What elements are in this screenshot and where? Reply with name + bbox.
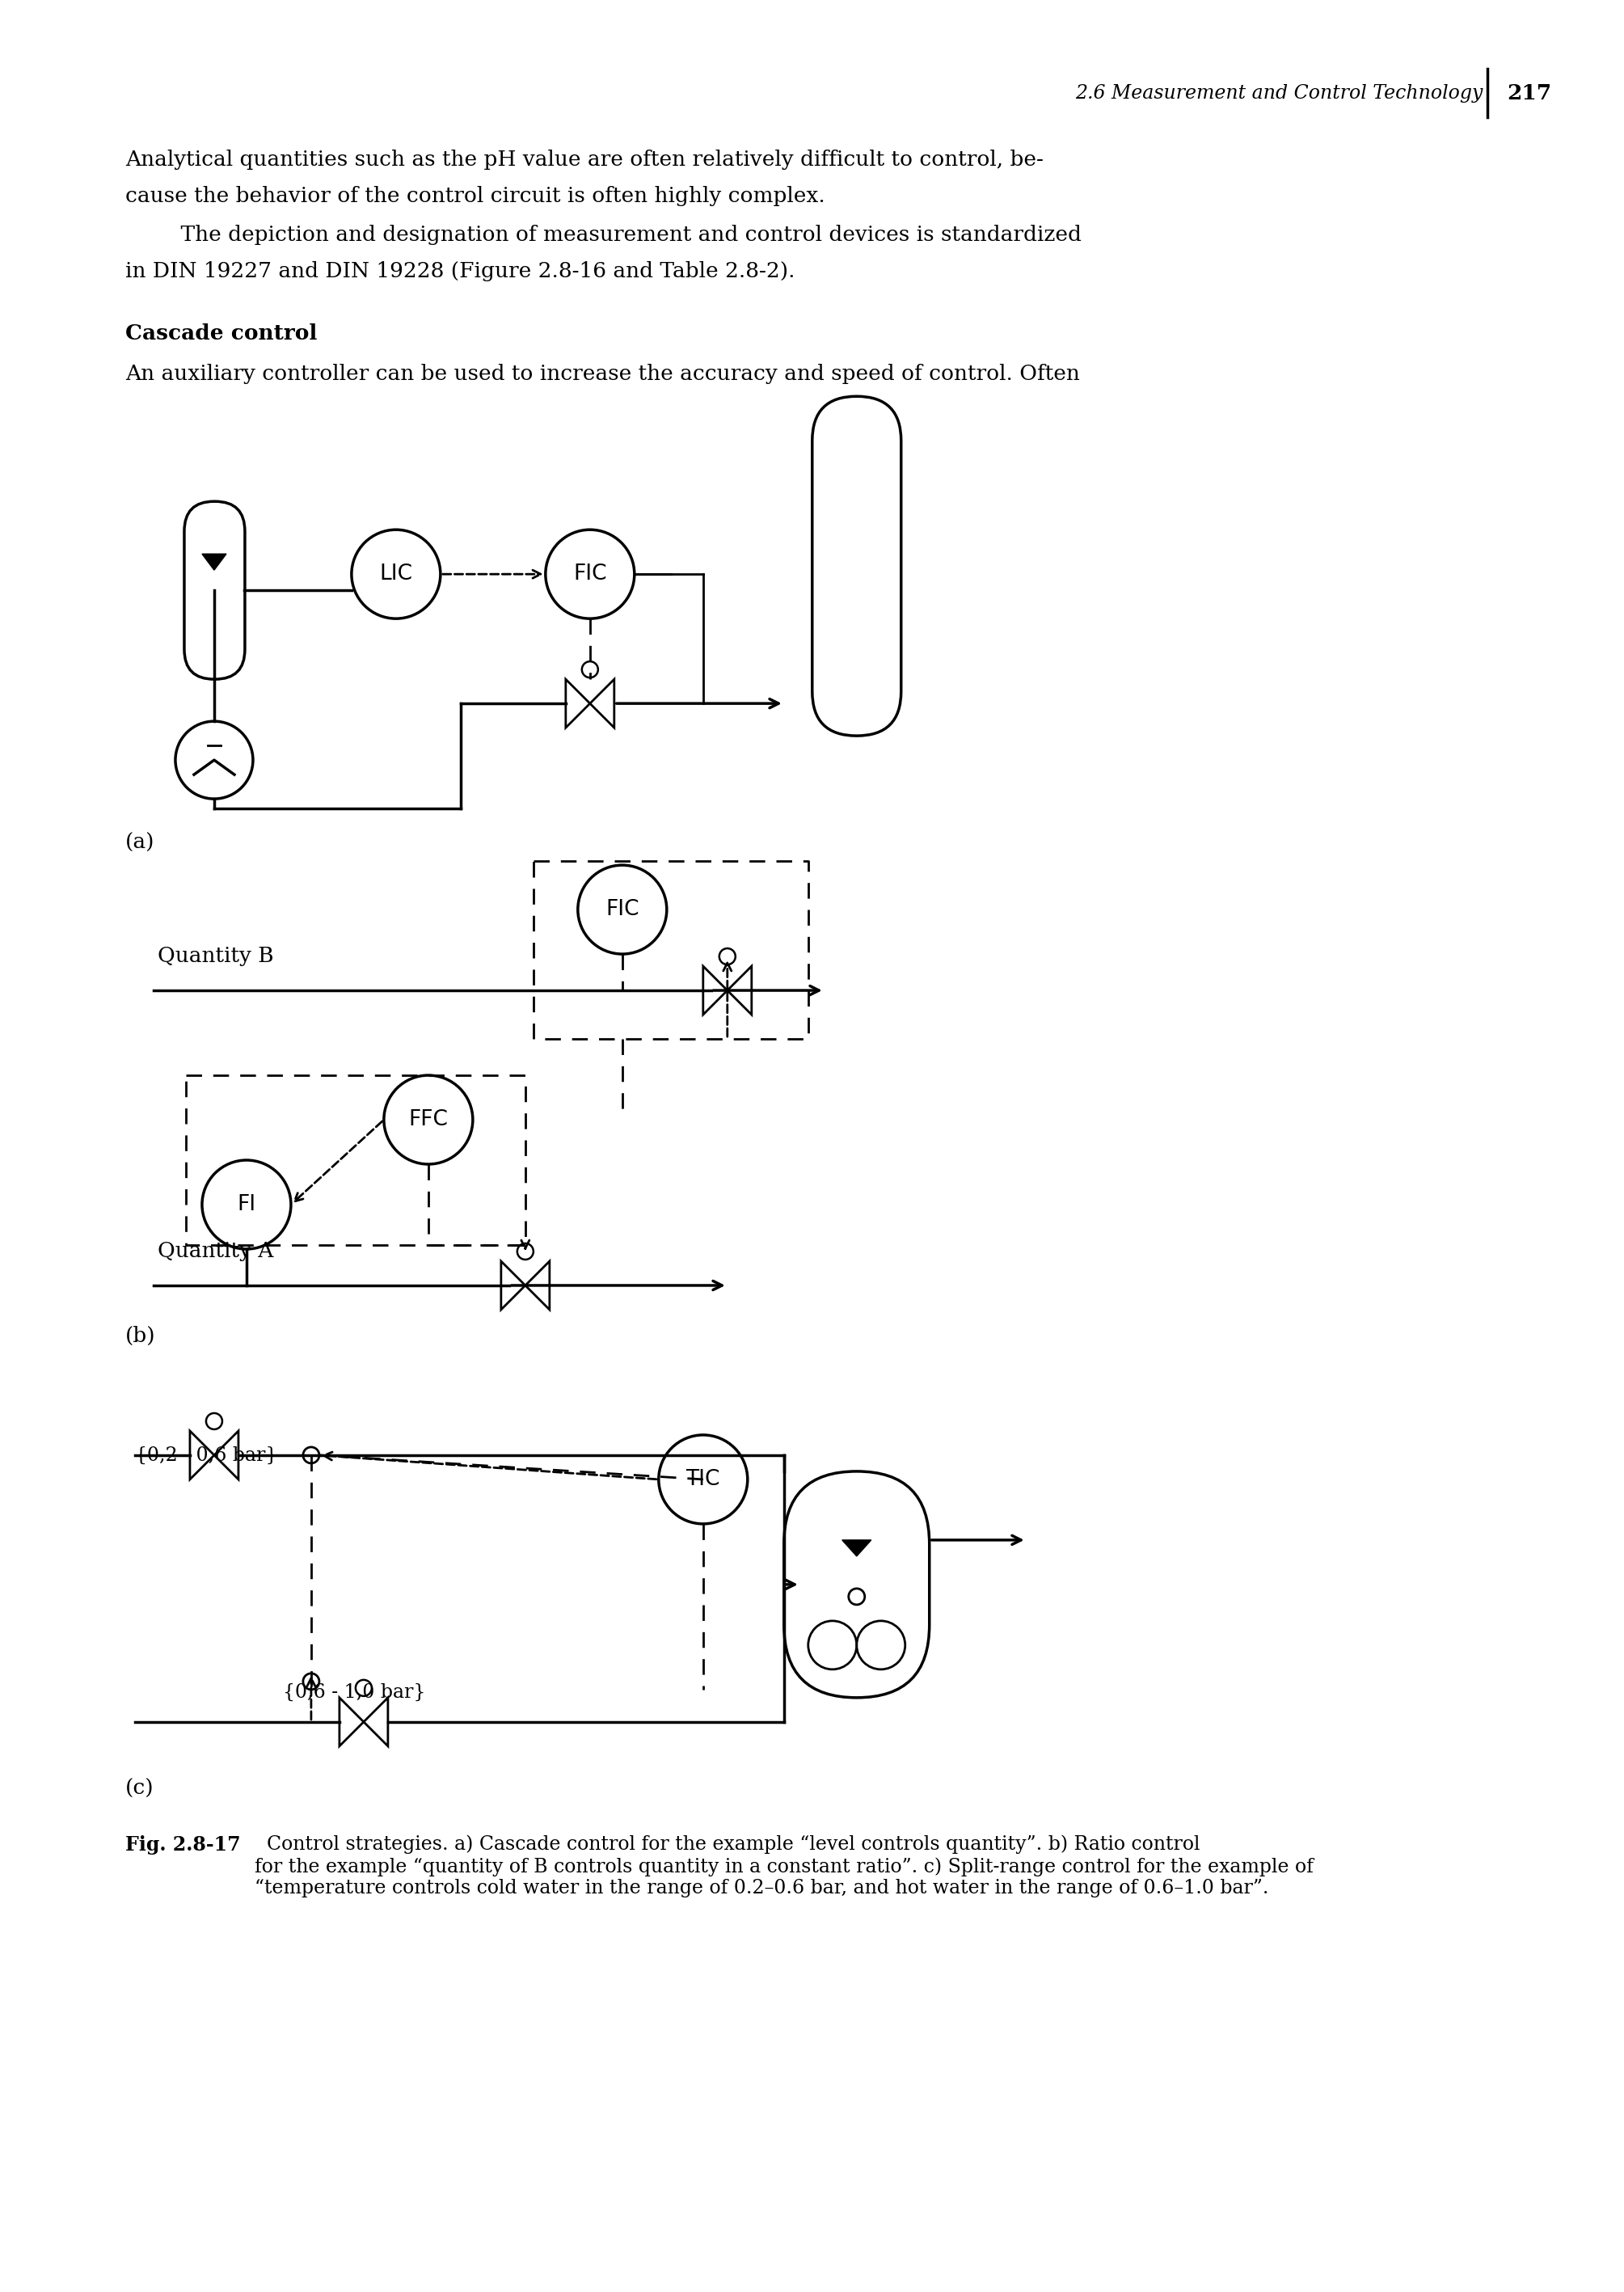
Text: (a): (a) bbox=[125, 832, 154, 853]
Text: (b): (b) bbox=[125, 1325, 156, 1345]
Text: Analytical quantities such as the pH value are often relatively difficult to con: Analytical quantities such as the pH val… bbox=[125, 149, 1044, 170]
Text: FFC: FFC bbox=[409, 1109, 448, 1130]
Text: in DIN 19227 and DIN 19228 (Figure 2.8-16 and Table 2.8-2).: in DIN 19227 and DIN 19228 (Figure 2.8-1… bbox=[125, 261, 796, 282]
Text: 217: 217 bbox=[1507, 83, 1553, 103]
Text: LIC: LIC bbox=[380, 564, 412, 584]
Text: 2.6 Measurement and Control Technology: 2.6 Measurement and Control Technology bbox=[1075, 85, 1483, 103]
Text: Quantity A: Quantity A bbox=[158, 1240, 273, 1261]
Text: An auxiliary controller can be used to increase the accuracy and speed of contro: An auxiliary controller can be used to i… bbox=[125, 364, 1080, 385]
Text: FIC: FIC bbox=[606, 898, 640, 919]
Text: {0,2 - 0,6 bar}: {0,2 - 0,6 bar} bbox=[135, 1446, 278, 1465]
Text: (c): (c) bbox=[125, 1779, 154, 1799]
Text: Cascade control: Cascade control bbox=[125, 323, 317, 344]
Text: FIC: FIC bbox=[573, 564, 607, 584]
Text: TIC: TIC bbox=[685, 1469, 719, 1490]
Text: Fig. 2.8-17: Fig. 2.8-17 bbox=[125, 1836, 240, 1854]
Polygon shape bbox=[201, 555, 226, 571]
Text: Control strategies. a) Cascade control for the example “level controls quantity”: Control strategies. a) Cascade control f… bbox=[255, 1836, 1314, 1898]
Text: FI: FI bbox=[237, 1194, 257, 1215]
Text: The depiction and designation of measurement and control devices is standardized: The depiction and designation of measure… bbox=[154, 225, 1082, 245]
Text: cause the behavior of the control circuit is often highly complex.: cause the behavior of the control circui… bbox=[125, 186, 825, 206]
Text: {0,6 - 1,0 bar}: {0,6 - 1,0 bar} bbox=[283, 1682, 425, 1701]
Text: Quantity B: Quantity B bbox=[158, 947, 274, 967]
Polygon shape bbox=[843, 1540, 870, 1556]
